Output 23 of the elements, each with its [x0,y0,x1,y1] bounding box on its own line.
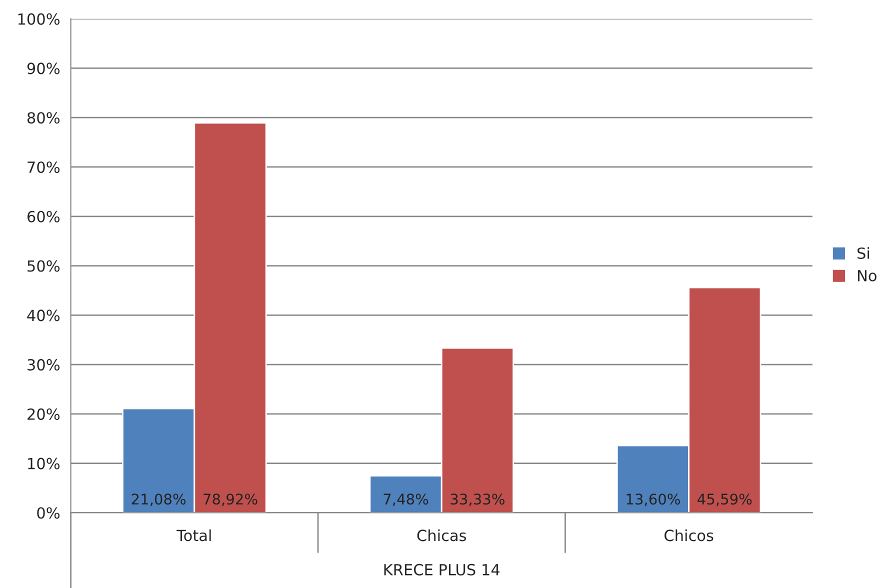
y-tick-label: 60% [27,210,60,222]
x-tick-label: Total [176,529,211,542]
data-label: 21,08% [132,494,186,506]
y-tick-label: 100% [18,13,60,25]
y-tick-label: 10% [28,458,60,470]
x-tick-label: Chicos [664,529,714,542]
data-label: 78,92% [204,494,258,506]
y-tick-label: 0% [37,507,60,519]
data-label: 13,60% [626,494,680,506]
y-tick-label: 30% [28,359,60,371]
legend-label: Si [858,247,870,259]
x-axis-title: KRECE PLUS 14 [384,564,500,576]
y-tick-label: 50% [28,260,60,272]
x-tick-label: Chicas [417,529,466,542]
y-tick-label: 90% [27,62,60,74]
y-tick-label: 70% [28,161,60,174]
legend-label: No [858,270,876,282]
data-label: 45,59% [698,494,752,506]
y-tick-label: 40% [27,310,60,322]
data-label: 33,33% [450,494,504,506]
y-tick-label: 20% [28,408,60,420]
data-label: 7,48% [384,494,428,506]
y-tick-label: 80% [27,112,60,124]
